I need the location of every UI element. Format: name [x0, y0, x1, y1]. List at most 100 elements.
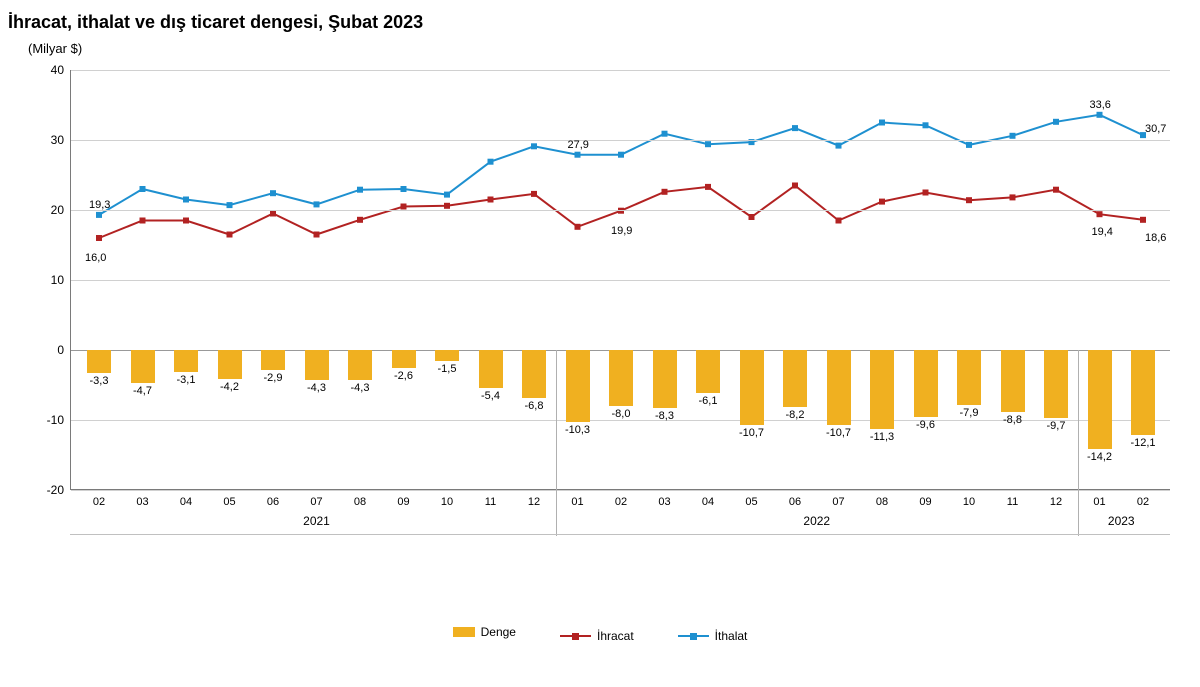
ihracat-marker — [749, 214, 755, 220]
gridline — [71, 70, 1170, 71]
x-tick-label: 04 — [702, 496, 714, 508]
plot-area: -3,3-4,7-3,1-4,2-2,9-4,3-4,3-2,6-1,5-5,4… — [70, 70, 1170, 490]
x-tick-label: 09 — [397, 496, 409, 508]
bar-label: -5,4 — [475, 390, 507, 402]
bar-label: -6,1 — [692, 395, 724, 407]
bar-denge — [609, 350, 633, 406]
ithalat-marker — [705, 141, 711, 147]
ihracat-marker — [270, 211, 276, 217]
year-label: 2022 — [803, 514, 830, 528]
ihracat-marker — [314, 232, 320, 238]
x-tick-label: 04 — [180, 496, 192, 508]
x-tick-label: 01 — [1093, 496, 1105, 508]
bar-denge — [87, 350, 111, 373]
legend-label: Denge — [481, 625, 516, 639]
x-tick-label: 12 — [528, 496, 540, 508]
ithalat-marker — [836, 143, 842, 149]
bar-label: -12,1 — [1127, 437, 1159, 449]
chart-container: -20-10010203040 -3,3-4,7-3,1-4,2-2,9-4,3… — [10, 60, 1190, 530]
ihracat-marker — [575, 224, 581, 230]
ithalat-marker — [1053, 119, 1059, 125]
ithalat-marker — [183, 197, 189, 203]
x-tick-label: 05 — [745, 496, 757, 508]
bar-denge — [435, 350, 459, 361]
y-tick-label: 0 — [10, 343, 64, 357]
ithalat-marker — [792, 125, 798, 131]
ihracat-marker — [923, 190, 929, 196]
bar-denge — [218, 350, 242, 379]
legend-item-ihracat: İhracat — [560, 629, 634, 643]
bar-label: -9,6 — [910, 419, 942, 431]
legend-item-ithalat: İthalat — [678, 629, 748, 643]
x-tick-label: 11 — [485, 496, 496, 508]
legend-line-icon — [560, 633, 591, 640]
ihracat-marker — [966, 197, 972, 203]
ithalat-marker — [966, 142, 972, 148]
bar-label: -10,7 — [736, 427, 768, 439]
x-tick-label: 07 — [832, 496, 844, 508]
bar-denge — [653, 350, 677, 408]
ithalat-marker — [488, 159, 494, 165]
ithalat-point-label: 30,7 — [1145, 123, 1166, 135]
ithalat-marker — [140, 186, 146, 192]
bar-label: -4,3 — [301, 382, 333, 394]
year-label: 2021 — [303, 514, 330, 528]
x-tick-label: 02 — [93, 496, 105, 508]
ihracat-marker — [836, 218, 842, 224]
ihracat-marker — [662, 189, 668, 195]
ithalat-marker — [923, 122, 929, 128]
year-divider — [556, 350, 557, 536]
bar-denge — [827, 350, 851, 425]
x-tick-label: 06 — [267, 496, 279, 508]
ithalat-marker — [1097, 112, 1103, 118]
chart-title: İhracat, ithalat ve dış ticaret dengesi,… — [8, 12, 1200, 33]
bar-denge — [696, 350, 720, 393]
ihracat-point-label: 18,6 — [1145, 232, 1166, 244]
ihracat-marker — [1010, 194, 1016, 200]
bar-denge — [566, 350, 590, 422]
ihracat-marker — [531, 191, 537, 197]
bar-denge — [131, 350, 155, 383]
bar-label: -10,7 — [823, 427, 855, 439]
ithalat-marker — [1010, 133, 1016, 139]
x-tick-label: 09 — [919, 496, 931, 508]
ihracat-marker — [140, 218, 146, 224]
ihracat-marker — [444, 203, 450, 209]
bar-label: -3,1 — [170, 374, 202, 386]
ithalat-marker — [270, 190, 276, 196]
bar-denge — [522, 350, 546, 398]
bar-denge — [392, 350, 416, 368]
gridline — [71, 210, 1170, 211]
bar-denge — [1131, 350, 1155, 435]
legend-swatch — [453, 627, 475, 637]
bar-label: -2,9 — [257, 372, 289, 384]
legend-label: İthalat — [715, 629, 748, 643]
ihracat-marker — [401, 204, 407, 210]
y-tick-label: 30 — [10, 133, 64, 147]
bar-label: -4,7 — [127, 385, 159, 397]
y-tick-label: 20 — [10, 203, 64, 217]
ihracat-marker — [879, 199, 885, 205]
ihracat-marker — [705, 184, 711, 190]
ithalat-marker — [227, 202, 233, 208]
year-divider — [1078, 350, 1079, 536]
ithalat-point-label: 19,3 — [89, 199, 110, 211]
x-tick-label: 03 — [658, 496, 670, 508]
ihracat-marker — [227, 232, 233, 238]
legend-item-denge: Denge — [453, 625, 516, 639]
legend: Denge İhracat İthalat — [0, 625, 1200, 643]
x-tick-label: 01 — [571, 496, 583, 508]
ihracat-marker — [1053, 187, 1059, 193]
bar-label: -8,8 — [997, 414, 1029, 426]
bar-denge — [305, 350, 329, 380]
bar-label: -14,2 — [1084, 451, 1116, 463]
x-tick-label: 02 — [615, 496, 627, 508]
bar-denge — [914, 350, 938, 417]
bar-label: -3,3 — [83, 375, 115, 387]
legend-label: İhracat — [597, 629, 634, 643]
y-tick-label: -20 — [10, 483, 64, 497]
ihracat-marker — [1097, 211, 1103, 217]
x-tick-label: 12 — [1050, 496, 1062, 508]
bar-denge — [261, 350, 285, 370]
ihracat-marker — [488, 197, 494, 203]
